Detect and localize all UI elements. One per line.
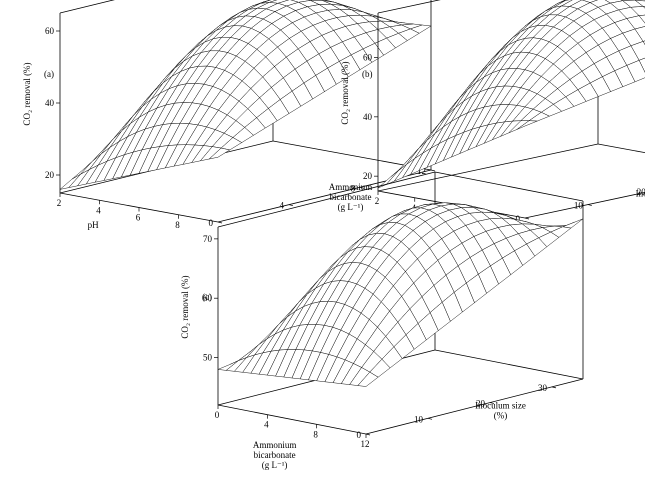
surface-plot-1: 2 4 6 8 0 4 8 12 20 40 60 CO₂ removal (%) pH Ammonium…: [22, 0, 436, 230]
y-axis-line: [365, 378, 584, 435]
back-top-left: [217, 171, 436, 228]
x-axis-label-line: Ammonium: [253, 440, 297, 450]
floor-far-edge: [434, 349, 584, 380]
surface-cell: [357, 371, 379, 387]
y-tick-label: 30: [538, 383, 548, 393]
z-tick-label: 40: [363, 112, 373, 122]
y-tick-label: 8: [351, 183, 356, 193]
z-tick-label: 20: [363, 171, 373, 181]
y-axis-label-line: Inoculum size: [475, 401, 526, 411]
x-axis-label: pH: [88, 220, 100, 230]
surface-cell: [208, 147, 231, 160]
y-tick-label: 10: [414, 414, 424, 424]
y-tick-label: 0: [357, 430, 362, 440]
surface-cell: [516, 120, 538, 130]
floor-far-edge: [597, 143, 645, 154]
y-tick-mark: [430, 169, 436, 172]
back-top-left: [377, 0, 441, 14]
x-tick-label: 2: [57, 198, 62, 208]
back-top-right: [434, 171, 584, 202]
y-tick-label: 12: [417, 166, 426, 176]
y-axis-label-line: Ammonium: [329, 182, 373, 192]
x-tick-label: 4: [96, 205, 101, 215]
y-tick-label: 4: [280, 201, 285, 211]
x-axis-label-line: bicarbonate: [254, 450, 296, 460]
y-axis-label-line: (g L⁻¹): [338, 202, 364, 212]
y-axis-label-line: (%): [494, 411, 508, 421]
z-axis-label: CO₂ removal (%): [180, 276, 190, 339]
surface-cell: [562, 218, 584, 229]
z-tick-label: 70: [203, 234, 213, 244]
x-tick-label: 2: [375, 196, 380, 206]
y-tick-mark: [217, 221, 223, 224]
z-axis-label: CO₂ removal (%): [22, 62, 32, 125]
z-tick-label: 50: [203, 353, 213, 363]
z-tick-label: 60: [363, 53, 373, 63]
y-axis-label-line: bicarbonate: [330, 192, 372, 202]
y-tick-mark: [365, 433, 371, 436]
axes-frame: [377, 0, 645, 219]
surface-plot-2: 24680102030204060CO₂ removal (%)pHInocul…: [340, 0, 645, 227]
panel-label: (a): [44, 69, 54, 79]
y-tick-mark: [359, 186, 365, 189]
y-tick-mark: [427, 417, 433, 420]
y-tick-mark: [551, 386, 557, 389]
x-tick-label: 6: [136, 213, 141, 223]
x-tick-label: 12: [361, 439, 370, 449]
y-tick-label: 0: [516, 214, 521, 224]
z-axis-label: CO₂ removal (%): [340, 62, 350, 125]
x-tick-label: 4: [264, 420, 269, 430]
y-axis-label-line: Inoculum size: [636, 189, 645, 199]
y-tick-label: 10: [574, 201, 584, 211]
z-tick-label: 60: [45, 26, 55, 36]
panel-label: (b): [362, 69, 373, 79]
y-tick-label: 20: [476, 399, 486, 409]
surface-mesh: [59, 0, 432, 190]
y-tick-mark: [288, 204, 294, 207]
floor-back-edge: [377, 143, 599, 192]
y-tick-label: 0: [209, 218, 214, 228]
y-tick-mark: [489, 402, 495, 404]
z-tick-label: 40: [45, 98, 55, 108]
x-tick-label: 0: [215, 410, 220, 420]
x-tick-label: 8: [175, 220, 180, 230]
axes-frame: [217, 171, 584, 435]
back-top-left: [59, 0, 115, 14]
surface-mesh: [217, 202, 584, 387]
y-tick-mark: [524, 217, 530, 220]
x-axis-line: [217, 404, 367, 435]
y-tick-label: 20: [637, 187, 645, 197]
y-axis-line: [524, 191, 645, 219]
z-tick-label: 20: [45, 170, 55, 180]
z-tick-label: 60: [203, 293, 213, 303]
surface-mesh: [377, 0, 645, 189]
panel-label: (c): [202, 292, 212, 302]
x-axis-label-line: (g L⁻¹): [262, 460, 288, 470]
y-tick-mark: [587, 204, 592, 206]
x-tick-label: 8: [313, 429, 318, 439]
